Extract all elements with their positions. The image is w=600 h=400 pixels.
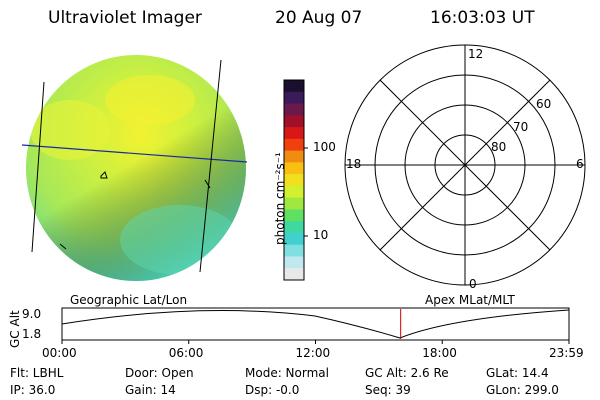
lat-label-60: 60 <box>536 97 552 111</box>
glon-readout: GLon: 299.0 <box>486 383 559 397</box>
colorbar-band <box>284 185 304 199</box>
mlt-label-0: 0 <box>469 277 477 291</box>
orbit-x-tick-label: 00:00 <box>42 346 77 360</box>
colorbar-tick-100: 100 <box>313 140 336 154</box>
colorbar-band <box>284 150 304 163</box>
colorbar-band <box>284 138 304 152</box>
alt-min-label: 1.8 <box>22 327 42 341</box>
orbit-x-tick-label: 06:00 <box>168 346 204 360</box>
dsp-readout: Dsp: -0.0 <box>245 383 300 397</box>
glat-readout: GLat: 14.4 <box>486 366 549 380</box>
mode-readout: Mode: Normal <box>245 366 329 380</box>
colorbar-band <box>284 197 304 210</box>
filter-readout: Flt: LBHL <box>10 366 64 380</box>
gc-alt-readout: GC Alt: 2.6 Re <box>365 366 449 380</box>
orbit-x-tick-label: 18:00 <box>422 346 457 360</box>
time-label: 16:03:03 UT <box>430 8 535 28</box>
colorbar-band <box>284 80 304 93</box>
ip-readout: IP: 36.0 <box>10 383 56 397</box>
colorbar-band <box>284 221 304 234</box>
colorbar <box>283 79 308 281</box>
geographic-label: Geographic Lat/Lon <box>70 293 188 307</box>
colorbar-band <box>284 268 304 281</box>
orbit-x-tick-label: 23:59 <box>549 346 584 360</box>
colorbar-band <box>284 115 304 128</box>
colorbar-band <box>284 232 304 246</box>
seq-readout: Seq: 39 <box>365 383 411 397</box>
colorbar-band <box>284 103 304 116</box>
lat-label-70: 70 <box>513 120 529 134</box>
lat-label-80: 80 <box>491 140 507 154</box>
door-readout: Door: Open <box>125 366 194 380</box>
date-label: 20 Aug 07 <box>275 8 363 28</box>
apex-label: Apex MLat/MLT <box>425 293 515 307</box>
colorbar-band <box>284 256 304 269</box>
colorbar-tick-10: 10 <box>313 228 329 242</box>
colorbar-band <box>284 127 304 140</box>
instrument-title: Ultraviolet Imager <box>48 8 202 28</box>
colorbar-frame <box>283 79 305 281</box>
mlt-label-6: 6 <box>576 157 584 171</box>
mlt-label-18: 18 <box>346 157 362 171</box>
colorbar-band <box>284 209 304 222</box>
colorbar-band <box>284 91 304 105</box>
orbit-x-tick-label: 12:00 <box>295 346 331 360</box>
colorbar-band <box>284 244 304 257</box>
colorbar-band <box>284 162 304 175</box>
gain-readout: Gain: 14 <box>125 383 176 397</box>
alt-max-label: 9.0 <box>22 307 42 321</box>
mlt-label-12: 12 <box>468 47 484 61</box>
colorbar-band <box>284 174 304 187</box>
